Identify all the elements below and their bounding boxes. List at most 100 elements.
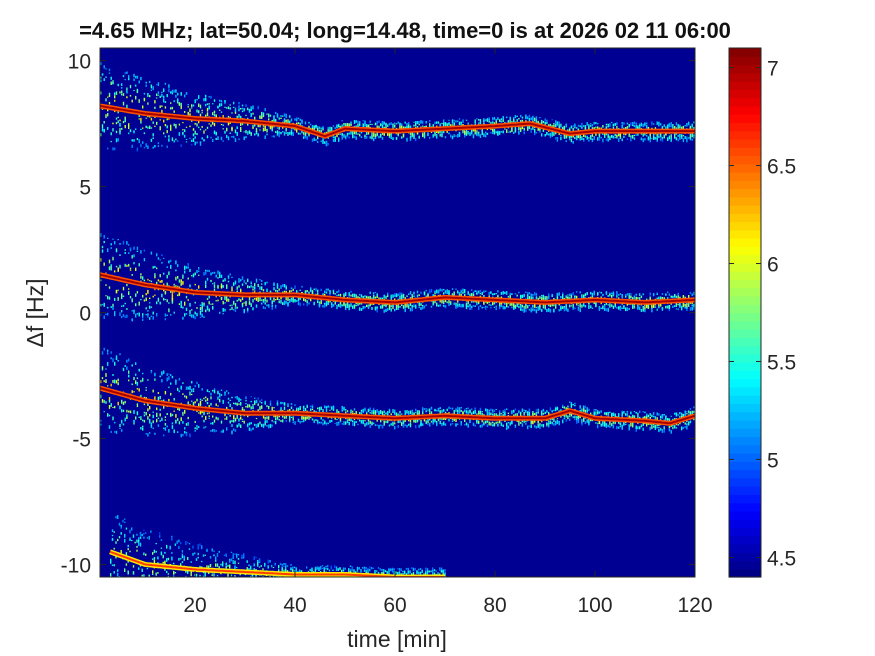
trace-speckle <box>348 294 350 297</box>
trace-speckle <box>646 416 648 419</box>
trace-speckle <box>469 303 471 307</box>
trace-speckle <box>600 127 602 129</box>
trace-speckle <box>138 99 140 103</box>
trace-speckle <box>129 296 132 299</box>
trace-speckle <box>161 254 163 256</box>
trace-speckle <box>630 137 632 142</box>
trace-speckle <box>590 412 592 415</box>
trace-speckle <box>334 136 336 140</box>
trace-speckle <box>121 90 123 94</box>
trace-speckle <box>588 124 590 128</box>
trace-speckle <box>432 421 434 425</box>
trace-speckle <box>439 294 441 296</box>
trace-speckle <box>520 120 522 123</box>
trace-speckle <box>280 285 282 289</box>
trace-speckle <box>229 308 231 311</box>
trace-speckle <box>563 135 566 139</box>
trace-speckle <box>189 113 191 117</box>
trace-speckle <box>625 294 627 297</box>
trace-speckle <box>595 126 597 129</box>
trace-speckle <box>276 403 279 406</box>
trace-speckle <box>318 126 321 129</box>
trace-speckle <box>548 308 550 312</box>
trace-speckle <box>632 414 634 418</box>
trace-speckle <box>276 283 279 287</box>
trace-speckle <box>336 418 338 421</box>
trace-speckle <box>247 423 249 426</box>
trace-speckle <box>164 135 167 138</box>
trace-speckle <box>549 135 552 139</box>
trace-speckle <box>161 91 163 94</box>
trace-speckle <box>231 407 233 410</box>
trace-speckle <box>555 407 557 412</box>
trace-speckle <box>308 302 310 305</box>
trace-speckle <box>591 139 594 143</box>
trace-speckle <box>392 409 394 412</box>
trace-speckle <box>539 305 541 310</box>
trace-speckle <box>418 294 420 296</box>
trace-speckle <box>233 106 235 108</box>
trace-speckle <box>353 135 356 138</box>
trace-speckle <box>682 138 685 143</box>
trace-speckle <box>422 125 424 127</box>
trace-speckle <box>257 403 259 406</box>
trace-speckle <box>121 87 123 89</box>
trace-speckle <box>261 302 263 305</box>
trace-speckle <box>157 424 160 427</box>
trace-speckle <box>156 97 158 99</box>
trace-speckle <box>182 382 184 384</box>
trace-speckle <box>458 407 461 410</box>
trace-speckle <box>530 128 532 131</box>
trace-speckle <box>142 105 144 109</box>
trace-speckle <box>534 412 536 415</box>
trace-speckle <box>205 97 207 102</box>
trace-speckle <box>236 286 238 290</box>
trace-speckle <box>248 422 251 426</box>
trace-speckle <box>525 291 527 293</box>
trace-speckle <box>605 126 608 130</box>
trace-speckle <box>126 284 128 287</box>
trace-speckle <box>157 279 160 282</box>
trace-speckle <box>201 308 203 312</box>
trace-speckle <box>649 296 651 299</box>
trace-speckle <box>661 308 664 311</box>
trace-speckle <box>415 304 417 309</box>
trace-speckle <box>506 291 508 295</box>
trace-speckle <box>339 293 342 297</box>
trace-speckle <box>394 308 396 312</box>
trace-speckle <box>275 111 277 115</box>
trace-speckle <box>217 392 219 395</box>
trace-speckle <box>245 282 247 285</box>
trace-speckle <box>271 127 273 131</box>
trace-speckle <box>618 421 620 424</box>
trace-speckle <box>397 134 399 137</box>
trace-speckle <box>103 411 105 413</box>
trace-speckle <box>637 422 639 424</box>
trace-speckle <box>549 125 552 127</box>
trace-speckle <box>609 425 611 428</box>
trace-speckle <box>199 403 202 407</box>
trace-speckle <box>604 422 606 426</box>
trace-speckle <box>236 396 238 400</box>
trace-speckle <box>226 134 228 139</box>
trace-speckle <box>341 136 343 140</box>
trace-speckle <box>198 267 200 269</box>
trace-speckle <box>684 136 686 139</box>
trace-speckle <box>210 396 212 400</box>
trace-speckle <box>371 421 373 425</box>
trace-speckle <box>471 293 473 297</box>
trace-speckle <box>635 134 637 136</box>
trace-speckle <box>231 286 233 288</box>
trace-speckle <box>121 295 123 300</box>
trace-speckle <box>213 110 216 114</box>
trace-speckle <box>234 417 237 422</box>
trace-speckle <box>156 313 158 317</box>
trace-speckle <box>493 422 496 427</box>
trace-speckle <box>693 291 695 296</box>
trace-speckle <box>537 421 539 424</box>
trace-speckle <box>114 92 116 96</box>
trace-speckle <box>514 424 517 426</box>
trace-speckle <box>140 417 142 420</box>
trace-speckle <box>247 107 249 111</box>
trace-speckle <box>163 399 165 402</box>
